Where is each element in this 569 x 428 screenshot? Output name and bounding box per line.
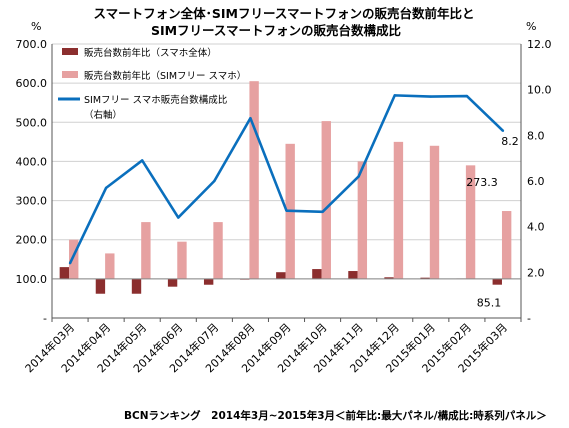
right-tick-label: 8.0 <box>527 129 545 142</box>
bar-series-2 <box>393 141 404 279</box>
bar-series-2 <box>465 165 476 279</box>
right-tick-label: 10.0 <box>527 84 552 97</box>
data-label: 8.2 <box>501 135 519 148</box>
bar-series-2 <box>357 161 368 279</box>
bars-layer <box>59 81 512 294</box>
bar-series-2 <box>105 253 115 279</box>
bar-series-1 <box>131 278 142 294</box>
legend-swatch-series-1 <box>62 48 78 55</box>
line-point <box>104 186 108 190</box>
legend-label-series-3-axis: （右軸） <box>84 109 122 121</box>
line-point <box>68 262 72 265</box>
bar-series-2 <box>429 145 440 279</box>
bar-series-1 <box>203 278 214 285</box>
left-tick-label: 600.0 <box>16 77 48 90</box>
right-axis-unit: % <box>526 20 536 33</box>
left-tick-label: 400.0 <box>16 155 48 168</box>
right-tick-label: 12.0 <box>527 38 552 51</box>
bar-series-2 <box>321 121 331 279</box>
bar-series-2 <box>177 241 187 279</box>
line-point <box>213 179 216 183</box>
line-point <box>393 94 396 97</box>
bar-series-2 <box>141 222 151 279</box>
bar-series-2 <box>213 222 223 279</box>
right-tick-label: 2.0 <box>527 266 545 279</box>
legend-label-series-1: 販売台数前年比（スマホ全体） <box>84 47 217 59</box>
line-point <box>249 117 252 120</box>
bar-series-2 <box>69 239 79 279</box>
right-tick-label: - <box>527 312 531 325</box>
x-axis-ticks: 2014年03月2014年04月2014年05月2014年06月2014年07月… <box>22 320 510 375</box>
chart-title-line-1: スマートフォン全体･SIMフリースマートフォンの販売台数前年比と <box>94 6 475 21</box>
left-tick-label: 200.0 <box>16 234 48 247</box>
right-axis-ticks: - 2.0 4.0 6.0 8.0 10.0 12.0 <box>527 38 552 325</box>
line-point <box>177 216 180 219</box>
bar-series-1 <box>95 278 106 294</box>
line-point <box>285 209 288 212</box>
left-tick-label: 300.0 <box>16 195 48 208</box>
line-point <box>140 159 144 162</box>
left-tick-label: 100.0 <box>16 273 48 286</box>
line-point <box>429 95 433 98</box>
axes-layer <box>51 44 522 322</box>
chart-title-line-2: SIMフリースマートフォンの販売台数構成比 <box>151 23 402 38</box>
line-layer <box>68 94 505 265</box>
bar-series-1 <box>167 278 178 287</box>
right-tick-label: 4.0 <box>527 221 545 234</box>
bar-series-1 <box>492 278 502 285</box>
legend-swatch-series-2 <box>62 71 78 78</box>
footer-note: BCNランキング 2014年3月~2015年3月＜前年比:最大パネル/構成比:時… <box>124 409 547 422</box>
bar-series-1 <box>384 277 394 279</box>
left-tick-label: 700.0 <box>16 38 48 51</box>
left-tick-label: 500.0 <box>16 116 48 129</box>
left-tick-label: - <box>43 312 47 325</box>
bar-series-1 <box>312 269 322 279</box>
data-label: 85.1 <box>477 297 502 310</box>
line-point <box>321 210 324 214</box>
chart-title: スマートフォン全体･SIMフリースマートフォンの販売台数前年比と SIMフリース… <box>94 6 475 38</box>
line-point <box>501 129 505 132</box>
legend-label-series-3: SIMフリー スマホ販売台数構成比 <box>84 94 227 106</box>
legend: 販売台数前年比（スマホ全体） 販売台数前年比（SIMフリー スマホ） SIMフリ… <box>58 47 246 121</box>
line-point <box>357 175 360 178</box>
bar-series-2 <box>501 211 512 279</box>
bar-series-1 <box>420 277 430 279</box>
bar-series-1 <box>276 272 286 279</box>
bar-series-1 <box>59 267 70 279</box>
bar-series-2 <box>249 81 259 279</box>
legend-label-series-2: 販売台数前年比（SIMフリー スマホ） <box>84 70 246 82</box>
bar-series-1 <box>348 271 358 279</box>
data-label: 273.3 <box>466 176 498 189</box>
line-point <box>465 94 469 98</box>
right-tick-label: 6.0 <box>527 175 545 188</box>
annotations: 8.2 273.3 85.1 <box>466 135 519 310</box>
left-axis-unit: % <box>31 20 41 33</box>
left-axis-ticks: - 100.0 200.0 300.0 400.0 500.0 600.0 700.0 <box>16 38 48 325</box>
